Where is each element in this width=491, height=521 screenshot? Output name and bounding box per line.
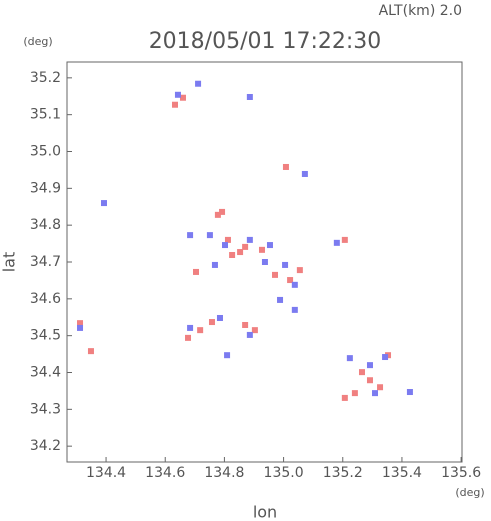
- y-tick-label: 34.9: [30, 180, 61, 196]
- y-tick-label: 35.0: [30, 144, 61, 160]
- echo-point: [197, 327, 204, 334]
- echo-point: [224, 352, 231, 359]
- echo-point: [372, 390, 379, 397]
- echo-point: [224, 236, 231, 243]
- echo-point: [341, 394, 348, 401]
- y-tick-label: 34.2: [30, 438, 61, 454]
- y-tick-label: 34.7: [30, 254, 61, 270]
- echo-point: [187, 324, 194, 331]
- echo-point: [77, 324, 84, 331]
- y-unit: (deg): [23, 35, 52, 48]
- echo-point: [258, 246, 265, 253]
- echo-point: [211, 261, 218, 268]
- x-tick-label: 134.8: [204, 465, 244, 481]
- echo-point: [282, 163, 289, 170]
- echo-point: [333, 239, 340, 246]
- echo-point: [229, 252, 236, 259]
- y-tick-label: 34.3: [30, 401, 61, 417]
- x-tick-label: 134.6: [145, 465, 185, 481]
- echo-point: [100, 200, 107, 207]
- echo-point: [291, 306, 298, 313]
- x-tick-label: 134.4: [86, 465, 126, 481]
- echo-point: [366, 377, 373, 384]
- echo-point: [261, 259, 268, 265]
- echo-point: [214, 211, 221, 218]
- echo-point: [237, 249, 244, 256]
- y-tick-label: 35.1: [30, 107, 61, 123]
- echo-point: [341, 236, 348, 243]
- x-tick-label: 135.0: [264, 465, 304, 481]
- echo-point: [301, 170, 308, 177]
- echo-point: [358, 369, 365, 376]
- y-tick-label: 34.6: [30, 291, 61, 307]
- x-tick-label: 135.4: [382, 465, 422, 481]
- echo-point: [266, 242, 273, 249]
- echo-point: [246, 236, 253, 243]
- echo-point: [222, 242, 228, 249]
- x-tick-label: 135.2: [323, 465, 363, 481]
- echo-point: [246, 331, 253, 338]
- echo-point: [179, 94, 186, 101]
- echo-point: [206, 232, 213, 239]
- y-tick-label: 34.5: [30, 328, 61, 344]
- y-tick-label: 34.8: [30, 217, 61, 233]
- subtitle: ALT(km) 2.0: [379, 3, 462, 19]
- echo-point: [366, 362, 373, 369]
- x-unit: (deg): [455, 486, 484, 499]
- echo-point: [87, 348, 94, 355]
- echo-point: [171, 101, 178, 108]
- echo-point: [242, 321, 249, 328]
- echo-point: [195, 80, 202, 87]
- echo-point: [382, 354, 389, 361]
- echo-point: [287, 277, 294, 284]
- echo-point: [296, 267, 303, 274]
- echo-point: [208, 319, 215, 326]
- echo-point: [216, 314, 223, 321]
- echo-point: [406, 389, 413, 396]
- x-tick-label: 135.6: [441, 465, 481, 481]
- echo-point: [77, 320, 84, 327]
- echo-point: [291, 281, 298, 288]
- chart-title: 2018/05/01 17:22:30: [149, 29, 382, 54]
- x-axis-label: lon: [253, 503, 277, 521]
- y-axis-label: lat: [0, 252, 19, 273]
- echo-point: [346, 355, 353, 362]
- y-tick-label: 34.4: [30, 364, 61, 380]
- echo-point: [377, 384, 384, 391]
- echo-point: [187, 232, 194, 239]
- echo-point: [185, 334, 192, 341]
- echo-point: [251, 327, 258, 334]
- echo-point: [242, 243, 249, 250]
- echo-point: [282, 261, 289, 268]
- echo-point: [219, 208, 226, 215]
- y-tick-label: 35.2: [30, 70, 61, 86]
- echo-point: [277, 296, 284, 303]
- echo-point: [351, 390, 358, 397]
- echo-point: [174, 91, 181, 98]
- echo-point: [193, 268, 200, 275]
- echo-point: [272, 271, 279, 278]
- echo-point: [246, 93, 253, 100]
